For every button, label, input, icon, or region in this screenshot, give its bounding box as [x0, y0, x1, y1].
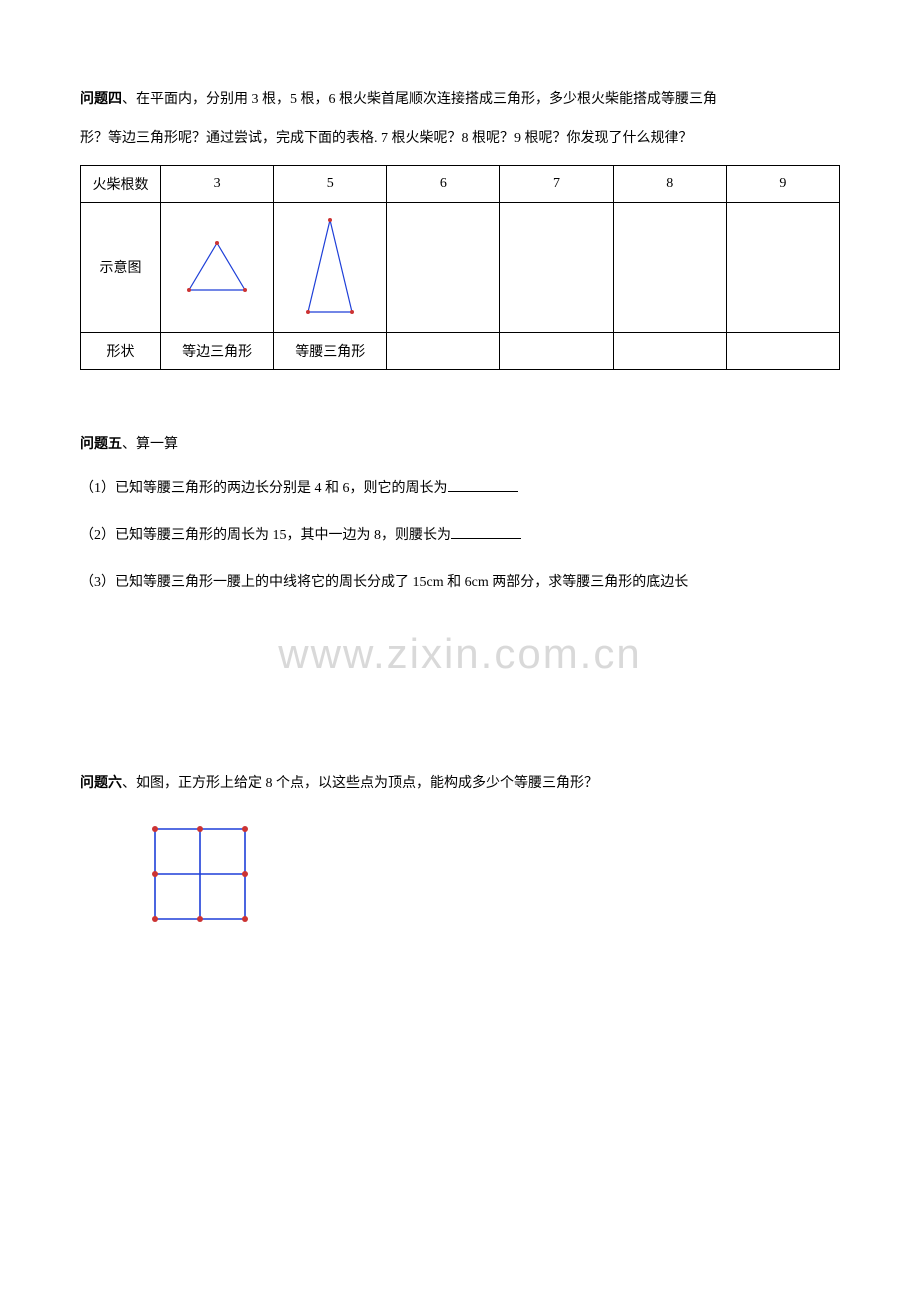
question-6: 问题六、如图，正方形上给定 8 个点，以这些点为顶点，能构成多少个等腰三角形？ [80, 769, 840, 929]
cell [500, 202, 613, 332]
q4-line2: 形？等边三角形呢？通过尝试，完成下面的表格. 7 根火柴呢？8 根呢？9 根呢？… [80, 124, 840, 155]
q5-item-2: （2）已知等腰三角形的周长为 15，其中一边为 8，则腰长为 [80, 521, 840, 552]
q6-title: 问题六 [80, 776, 122, 791]
table-row: 火柴根数 3 5 6 7 8 9 [81, 165, 840, 202]
cell-diagram-equilateral [161, 202, 274, 332]
table-row: 示意图 [81, 202, 840, 332]
q4-sep: 、 [122, 92, 136, 107]
cell: 8 [613, 165, 726, 202]
cell: 7 [500, 165, 613, 202]
q6-text: 如图，正方形上给定 8 个点，以这些点为顶点，能构成多少个等腰三角形？ [136, 776, 598, 791]
q5-head: 问题五、算一算 [80, 430, 840, 461]
grid-8points-icon [150, 824, 250, 924]
row1-header: 火柴根数 [81, 165, 161, 202]
row2-header: 示意图 [81, 202, 161, 332]
cell: 等腰三角形 [274, 332, 387, 369]
cell [387, 202, 500, 332]
q4-line1: 问题四、在平面内，分别用 3 根，5 根，6 根火柴首尾顺次连接搭成三角形，多少… [80, 85, 840, 116]
q5-items: （1）已知等腰三角形的两边长分别是 4 和 6，则它的周长为 （2）已知等腰三角… [80, 474, 840, 598]
cell: 6 [387, 165, 500, 202]
cell-diagram-isosceles [274, 202, 387, 332]
isosceles-triangle-icon [290, 212, 370, 322]
cell [613, 332, 726, 369]
q5-text: 算一算 [136, 437, 178, 452]
q5-item1-text: （1）已知等腰三角形的两边长分别是 4 和 6，则它的周长为 [80, 481, 448, 496]
q5-item2-text: （2）已知等腰三角形的周长为 15，其中一边为 8，则腰长为 [80, 528, 451, 543]
q5-item-1: （1）已知等腰三角形的两边长分别是 4 和 6，则它的周长为 [80, 474, 840, 505]
q5-item-3: （3）已知等腰三角形一腰上的中线将它的周长分成了 15cm 和 6cm 两部分，… [80, 568, 840, 599]
cell: 5 [274, 165, 387, 202]
q5-item3-text: （3）已知等腰三角形一腰上的中线将它的周长分成了 15cm 和 6cm 两部分，… [80, 575, 688, 590]
cell: 等边三角形 [161, 332, 274, 369]
cell: 3 [161, 165, 274, 202]
cell: 9 [726, 165, 839, 202]
q4-text1: 在平面内，分别用 3 根，5 根，6 根火柴首尾顺次连接搭成三角形，多少根火柴能… [136, 92, 717, 107]
q5-title: 问题五 [80, 437, 122, 452]
equilateral-triangle-icon [177, 235, 257, 300]
cell [500, 332, 613, 369]
q6-head: 问题六、如图，正方形上给定 8 个点，以这些点为顶点，能构成多少个等腰三角形？ [80, 769, 840, 800]
blank-underline [451, 538, 521, 539]
cell [613, 202, 726, 332]
row3-header: 形状 [81, 332, 161, 369]
q4-title: 问题四 [80, 92, 122, 107]
cell [726, 332, 839, 369]
matches-table: 火柴根数 3 5 6 7 8 9 示意图 形状 等边三角形 等腰三角形 [80, 165, 840, 370]
watermark-text: www.zixin.com.cn [278, 630, 641, 678]
table-row: 形状 等边三角形 等腰三角形 [81, 332, 840, 369]
cell [726, 202, 839, 332]
question-4: 问题四、在平面内，分别用 3 根，5 根，6 根火柴首尾顺次连接搭成三角形，多少… [80, 85, 840, 370]
question-5: 问题五、算一算 （1）已知等腰三角形的两边长分别是 4 和 6，则它的周长为 （… [80, 430, 840, 599]
cell [387, 332, 500, 369]
q5-sep: 、 [122, 437, 136, 452]
blank-underline [448, 491, 518, 492]
q6-sep: 、 [122, 776, 136, 791]
